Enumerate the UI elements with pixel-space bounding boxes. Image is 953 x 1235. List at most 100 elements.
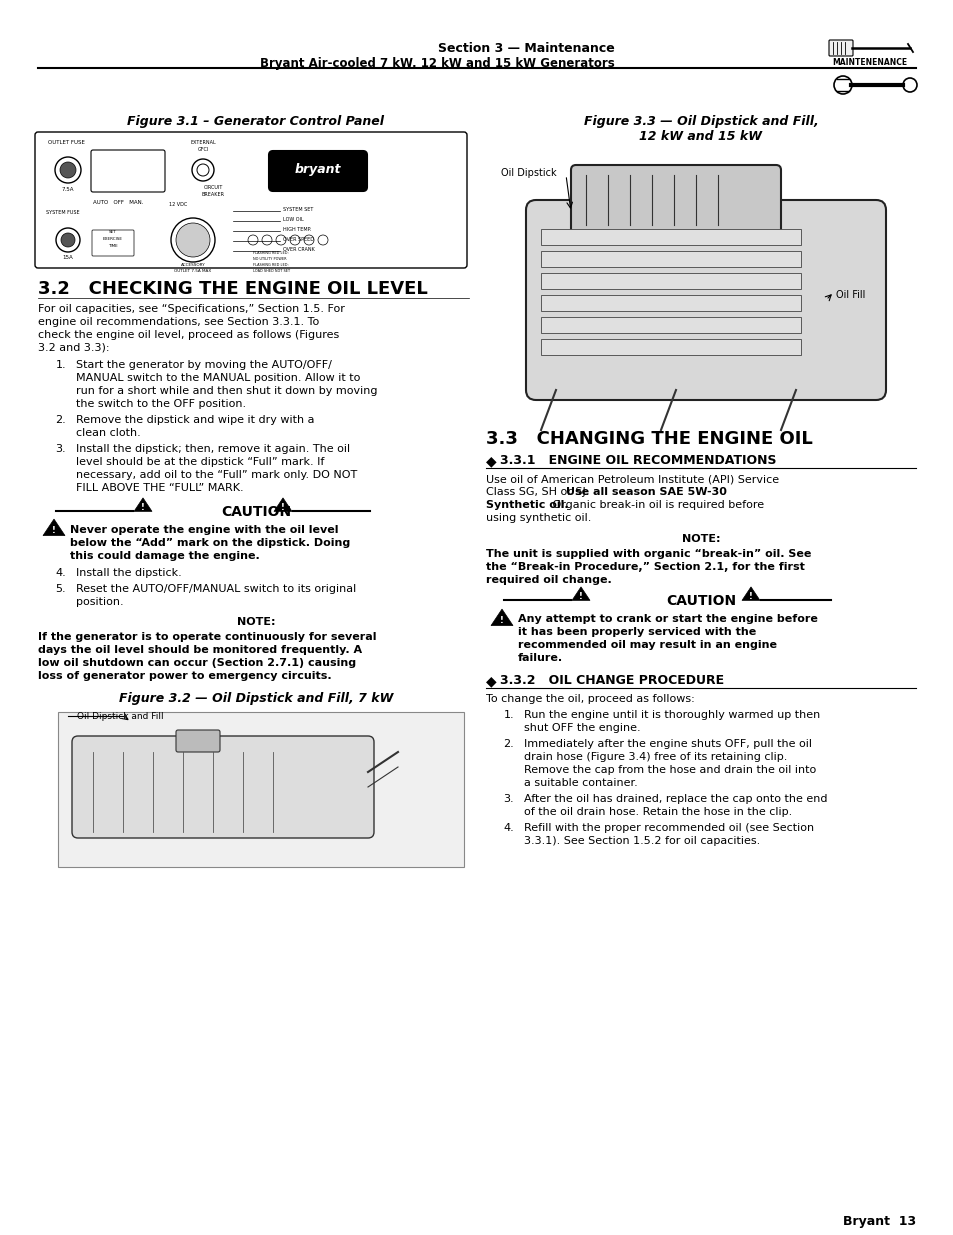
Text: 12 kW and 15 kW: 12 kW and 15 kW (639, 130, 761, 143)
Text: !: ! (578, 592, 582, 601)
FancyBboxPatch shape (91, 149, 165, 191)
Text: 2.: 2. (503, 739, 514, 748)
FancyBboxPatch shape (571, 165, 781, 235)
Text: level should be at the dipstick “Full” mark. If: level should be at the dipstick “Full” m… (76, 457, 324, 467)
Text: Bryant Air-cooled 7 kW, 12 kW and 15 kW Generators: Bryant Air-cooled 7 kW, 12 kW and 15 kW … (260, 57, 615, 70)
Text: If the generator is to operate continuously for several: If the generator is to operate continuou… (38, 632, 376, 642)
Text: necessary, add oil to the “Full” mark only. DO NOT: necessary, add oil to the “Full” mark on… (76, 471, 356, 480)
Text: Oil Dipstick: Oil Dipstick (500, 168, 556, 178)
Text: Organic break-in oil is required before: Organic break-in oil is required before (548, 500, 763, 510)
Text: Any attempt to crank or start the engine before: Any attempt to crank or start the engine… (517, 614, 817, 624)
Text: NOTE:: NOTE: (681, 534, 720, 543)
Text: GFCI: GFCI (197, 147, 209, 152)
FancyBboxPatch shape (540, 273, 801, 289)
Text: SYSTEM FUSE: SYSTEM FUSE (46, 210, 79, 215)
Text: 2.: 2. (55, 415, 66, 425)
Text: loss of generator power to emergency circuits.: loss of generator power to emergency cir… (38, 671, 332, 680)
Text: Use all season SAE 5W-30: Use all season SAE 5W-30 (565, 487, 726, 496)
Text: 15A: 15A (63, 254, 73, 261)
Text: drain hose (Figure 3.4) free of its retaining clip.: drain hose (Figure 3.4) free of its reta… (523, 752, 786, 762)
Text: 12 VDC: 12 VDC (169, 203, 187, 207)
Text: SYSTEM SET: SYSTEM SET (283, 207, 313, 212)
FancyBboxPatch shape (540, 338, 801, 354)
Polygon shape (572, 587, 589, 600)
FancyBboxPatch shape (540, 317, 801, 333)
Text: NO UTILITY POWER: NO UTILITY POWER (253, 257, 286, 261)
FancyBboxPatch shape (269, 151, 367, 191)
Text: shut OFF the engine.: shut OFF the engine. (523, 722, 640, 734)
Text: HIGH TEMP.: HIGH TEMP. (283, 227, 311, 232)
Text: Bryant  13: Bryant 13 (842, 1215, 915, 1228)
FancyBboxPatch shape (35, 132, 467, 268)
FancyBboxPatch shape (58, 713, 463, 867)
FancyBboxPatch shape (525, 200, 885, 400)
Text: the switch to the OFF position.: the switch to the OFF position. (76, 399, 246, 409)
Text: Install the dipstick.: Install the dipstick. (76, 568, 182, 578)
Text: bryant: bryant (294, 163, 341, 177)
Text: 3.3.2   OIL CHANGE PROCEDURE: 3.3.2 OIL CHANGE PROCEDURE (499, 674, 723, 687)
Text: !: ! (52, 526, 56, 535)
Text: Class SG, SH or SJ.: Class SG, SH or SJ. (485, 487, 592, 496)
Text: Immediately after the engine shuts OFF, pull the oil: Immediately after the engine shuts OFF, … (523, 739, 811, 748)
Text: Figure 3.1 – Generator Control Panel: Figure 3.1 – Generator Control Panel (128, 115, 384, 128)
Text: ◆: ◆ (485, 674, 497, 688)
Text: SET: SET (109, 230, 117, 233)
FancyBboxPatch shape (828, 40, 852, 56)
Text: Reset the AUTO/OFF/MANUAL switch to its original: Reset the AUTO/OFF/MANUAL switch to its … (76, 584, 355, 594)
Text: 5.: 5. (55, 584, 66, 594)
Text: Never operate the engine with the oil level: Never operate the engine with the oil le… (70, 525, 338, 535)
Text: AUTO   OFF   MAN.: AUTO OFF MAN. (92, 200, 143, 205)
Text: run for a short while and then shut it down by moving: run for a short while and then shut it d… (76, 387, 377, 396)
Text: FILL ABOVE THE “FULL” MARK.: FILL ABOVE THE “FULL” MARK. (76, 483, 243, 493)
Text: required oil change.: required oil change. (485, 576, 611, 585)
FancyBboxPatch shape (175, 730, 220, 752)
Text: below the “Add” mark on the dipstick. Doing: below the “Add” mark on the dipstick. Do… (70, 538, 350, 548)
Text: Remove the dipstick and wipe it dry with a: Remove the dipstick and wipe it dry with… (76, 415, 314, 425)
Text: The unit is supplied with organic “break-in” oil. See: The unit is supplied with organic “break… (485, 550, 810, 559)
Text: BREAKER: BREAKER (201, 191, 224, 198)
Text: 3.2 and 3.3):: 3.2 and 3.3): (38, 343, 110, 353)
Polygon shape (274, 498, 292, 511)
Text: MANUAL switch to the MANUAL position. Allow it to: MANUAL switch to the MANUAL position. Al… (76, 373, 360, 383)
Text: ACCESSORY: ACCESSORY (180, 263, 205, 267)
Text: engine oil recommendations, see Section 3.3.1. To: engine oil recommendations, see Section … (38, 317, 319, 327)
FancyBboxPatch shape (540, 295, 801, 311)
Text: For oil capacities, see “Specifications,” Section 1.5. For: For oil capacities, see “Specifications,… (38, 304, 345, 314)
Polygon shape (43, 519, 65, 536)
Text: clean cloth.: clean cloth. (76, 429, 141, 438)
Text: 3.2   CHECKING THE ENGINE OIL LEVEL: 3.2 CHECKING THE ENGINE OIL LEVEL (38, 280, 427, 298)
Text: FLASHING RED LED:: FLASHING RED LED: (253, 263, 289, 267)
Text: CAUTION: CAUTION (665, 594, 736, 608)
FancyBboxPatch shape (91, 230, 133, 256)
Polygon shape (133, 498, 152, 511)
Text: NOTE:: NOTE: (236, 618, 275, 627)
Text: this could damage the engine.: this could damage the engine. (70, 551, 259, 561)
Text: 4.: 4. (503, 823, 514, 832)
Text: the “Break-in Procedure,” Section 2.1, for the first: the “Break-in Procedure,” Section 2.1, f… (485, 562, 804, 572)
Text: !: ! (748, 592, 752, 601)
Text: Synthetic oil.: Synthetic oil. (485, 500, 568, 510)
Text: using synthetic oil.: using synthetic oil. (485, 513, 591, 522)
Text: OVER CRANK: OVER CRANK (283, 247, 314, 252)
Text: Use oil of American Petroleum Institute (API) Service: Use oil of American Petroleum Institute … (485, 474, 779, 484)
Text: Run the engine until it is thoroughly warmed up then: Run the engine until it is thoroughly wa… (523, 710, 820, 720)
Text: Figure 3.2 — Oil Dipstick and Fill, 7 kW: Figure 3.2 — Oil Dipstick and Fill, 7 kW (119, 692, 393, 705)
Text: Section 3 — Maintenance: Section 3 — Maintenance (437, 42, 615, 56)
Text: ◆: ◆ (485, 454, 497, 468)
Text: MAINTENENANCE: MAINTENENANCE (831, 58, 906, 67)
Text: 3.3.1). See Section 1.5.2 for oil capacities.: 3.3.1). See Section 1.5.2 for oil capaci… (523, 836, 760, 846)
Text: CAUTION: CAUTION (221, 505, 291, 519)
Text: EXERCISE: EXERCISE (103, 237, 123, 241)
Text: FLASHING RED LED:: FLASHING RED LED: (253, 251, 289, 254)
Text: CIRCUIT: CIRCUIT (203, 185, 222, 190)
FancyBboxPatch shape (485, 140, 915, 420)
Text: After the oil has drained, replace the cap onto the end: After the oil has drained, replace the c… (523, 794, 826, 804)
Text: !: ! (281, 503, 285, 511)
Circle shape (175, 224, 210, 257)
Text: position.: position. (76, 597, 124, 606)
Text: To change the oil, proceed as follows:: To change the oil, proceed as follows: (485, 694, 694, 704)
FancyBboxPatch shape (540, 251, 801, 267)
Text: 7.5A: 7.5A (62, 186, 74, 191)
Text: !: ! (499, 616, 503, 625)
Text: 3.: 3. (503, 794, 514, 804)
